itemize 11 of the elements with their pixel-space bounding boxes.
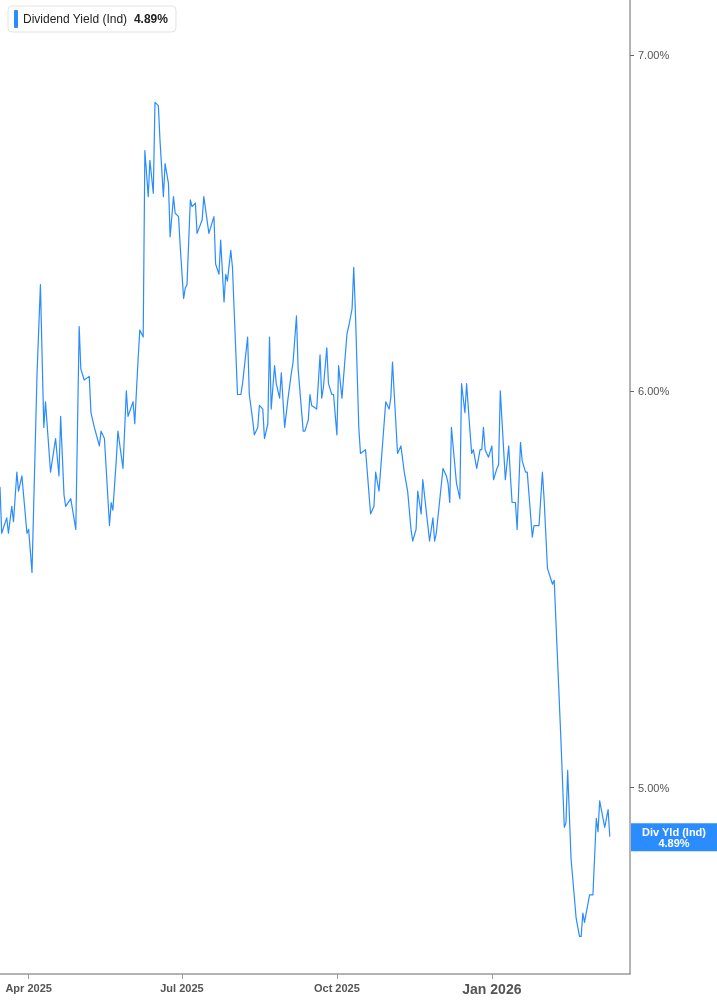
y-tick-label: 6.00%: [638, 384, 670, 397]
legend-label: Dividend Yield (Ind): [23, 12, 128, 26]
line-series: [0, 101, 611, 937]
x-tick-label: Jan 2026: [462, 981, 522, 997]
x-tick-label: Oct 2025: [313, 981, 360, 994]
text: Div Yld (Ind) 4.89%: [642, 825, 707, 849]
x-tick-label: Jul 2025: [160, 981, 204, 994]
x-tick-label: Apr 2025: [5, 981, 52, 994]
annotation: 4.89%: [133, 12, 169, 26]
y-tick-label: 7.00%: [638, 49, 670, 62]
y-tick-label: 5.00%: [638, 781, 670, 794]
